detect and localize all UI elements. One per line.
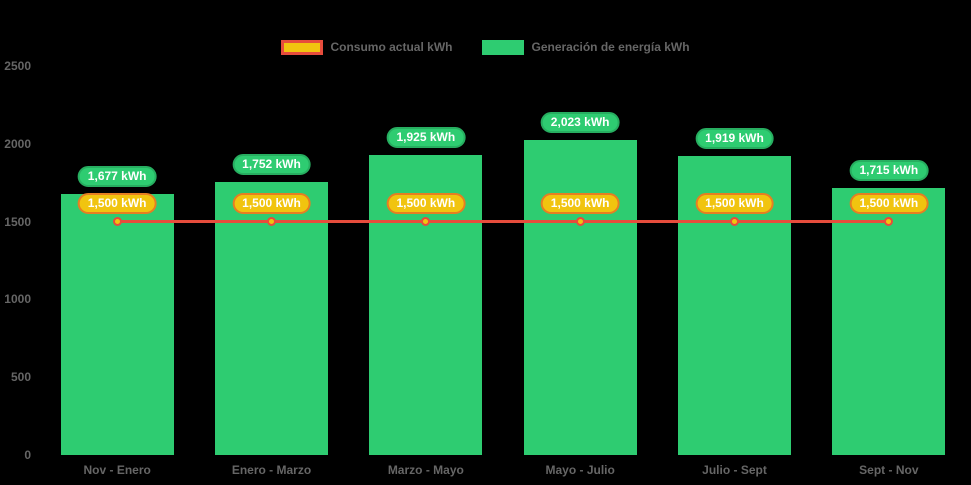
bar-value-label: 1,677 kWh [77, 166, 157, 188]
legend-swatch-generacion-icon [482, 40, 525, 55]
line-value-label: 1,500 kWh [695, 192, 774, 214]
bar-generacion[interactable] [60, 194, 174, 455]
x-axis-tick-label: Mayo - Julio [545, 463, 615, 477]
bar-value-label: 1,752 kWh [232, 154, 311, 176]
bar-generacion[interactable] [832, 188, 946, 455]
line-point[interactable] [575, 217, 585, 227]
legend-item-generacion[interactable]: Generación de energía kWh [482, 40, 690, 55]
y-axis-tick-label: 2500 [4, 59, 31, 73]
x-axis-tick-label: Sept - Nov [859, 463, 919, 477]
x-axis-tick-label: Nov - Enero [83, 463, 151, 477]
x-axis-tick-label: Enero - Marzo [231, 463, 312, 477]
legend-swatch-consumo-icon [281, 40, 324, 55]
y-axis-tick-label: 1500 [4, 214, 31, 229]
bar-generacion[interactable] [215, 182, 328, 455]
line-point[interactable] [884, 217, 894, 227]
line-value-label: 1,500 kWh [232, 192, 311, 214]
line-point[interactable] [267, 217, 276, 227]
line-point[interactable] [112, 217, 122, 227]
legend-label-generacion: Generación de energía kWh [531, 40, 690, 54]
bar-value-label: 1,925 kWh [386, 127, 466, 149]
x-axis-tick-label: Julio - Sept [702, 463, 767, 477]
consumo-line [117, 220, 889, 224]
legend: Consumo actual kWh Generación de energía… [0, 40, 971, 55]
legend-label-consumo: Consumo actual kWh [330, 40, 453, 54]
line-value-label: 1,500 kWh [77, 192, 157, 214]
line-value-label: 1,500 kWh [386, 192, 466, 214]
line-point[interactable] [730, 217, 739, 227]
y-axis-tick-label: 0 [24, 448, 31, 462]
y-axis-tick-label: 1000 [4, 292, 31, 307]
x-axis-tick-label: Marzo - Mayo [387, 463, 464, 477]
bar-value-label: 1,919 kWh [695, 128, 774, 150]
bar-generacion[interactable] [523, 140, 637, 455]
bar-value-label: 1,715 kWh [849, 160, 929, 182]
y-axis-tick-label: 2000 [4, 136, 31, 151]
legend-item-consumo[interactable]: Consumo actual kWh [281, 40, 452, 55]
y-axis-tick-label: 500 [10, 370, 31, 385]
line-point[interactable] [421, 217, 431, 227]
line-value-label: 1,500 kWh [849, 192, 929, 214]
bar-value-label: 2,023 kWh [540, 112, 620, 134]
line-value-label: 1,500 kWh [540, 192, 620, 214]
